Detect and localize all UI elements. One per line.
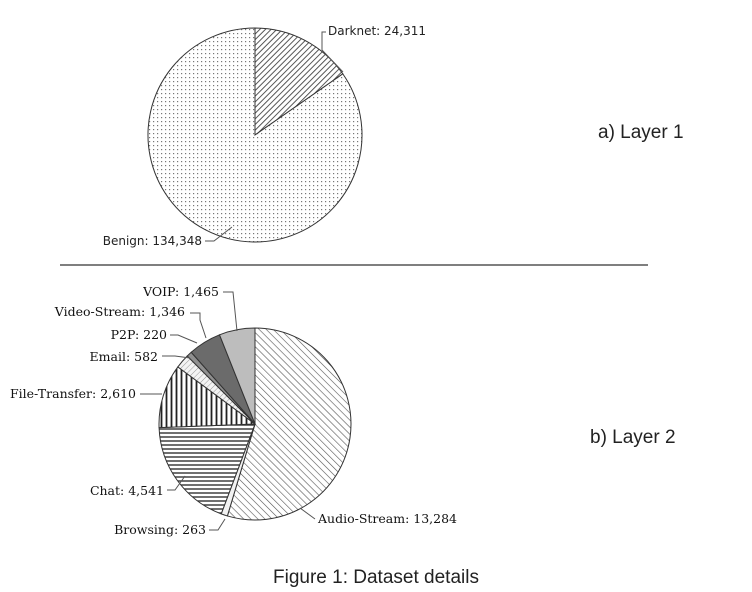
leader-line-p2p — [170, 334, 198, 344]
layer1-side-label: a) Layer 1 — [598, 122, 684, 143]
slice-label-darknet: Darknet: 24,311 — [328, 24, 426, 38]
leader-line-email — [162, 355, 191, 359]
slice-label-voip: VOIP: 1,465 — [142, 284, 219, 299]
pie-slice-chat — [158, 423, 256, 515]
leader-line-chat — [167, 475, 186, 491]
leader-line-voip — [223, 291, 238, 332]
layer2-pie-chart: Audio-Stream: 13,284 Browsing: 263 Chat: 4… — [10, 284, 457, 537]
leader-line-darknet — [321, 31, 344, 73]
slice-label-benign: Benign: 134,348 — [103, 234, 202, 248]
layer2-side-label: b) Layer 2 — [590, 427, 676, 448]
leader-line-video-stream — [190, 312, 207, 339]
layer1-pie-chart: Darknet: 24,311 Benign: 134,348 — [103, 24, 426, 248]
slice-label-chat: Chat: 4,541 — [90, 483, 164, 498]
pie-slice-benign — [147, 27, 363, 243]
leader-line-audio-stream — [299, 507, 316, 520]
slice-label-browsing: Browsing: 263 — [114, 522, 206, 537]
pie-slice-audio-stream — [226, 327, 352, 521]
slice-label-p2p: P2P: 220 — [111, 327, 167, 342]
leader-line-benign — [205, 226, 233, 242]
slice-label-audio-stream: Audio-Stream: 13,284 — [317, 511, 457, 526]
slice-label-email: Email: 582 — [90, 349, 158, 364]
leader-line-browsing — [209, 518, 226, 531]
slice-label-video-stream: Video-Stream: 1,346 — [54, 304, 185, 319]
figure-caption: Figure 1: Dataset details — [273, 567, 479, 588]
slice-label-file-transfer: File-Transfer: 2,610 — [10, 386, 136, 401]
pie-slice-darknet — [254, 27, 344, 136]
